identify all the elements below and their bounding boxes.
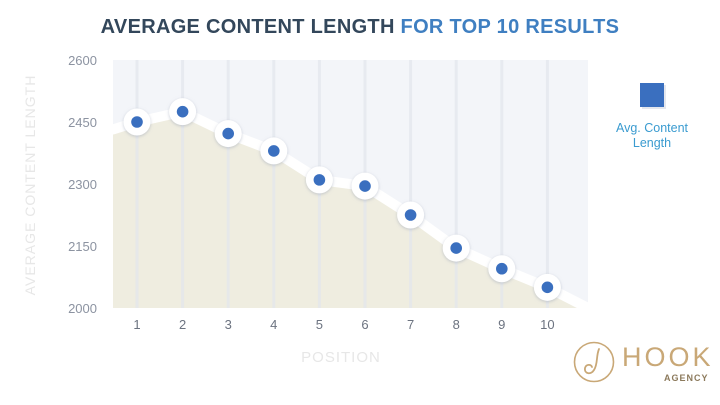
legend-swatch (640, 83, 664, 107)
data-point-7 (397, 201, 425, 229)
y-tick-label-2450: 2450 (68, 115, 97, 130)
data-point-5 (305, 166, 333, 194)
y-axis-title: AVERAGE CONTENT LENGTH (22, 75, 38, 296)
data-point-marker (541, 281, 554, 294)
legend-label-line1: Avg. Content (615, 121, 689, 135)
x-tick-label-3: 3 (225, 317, 232, 332)
x-tick-label-5: 5 (316, 317, 323, 332)
gridline-x-10 (545, 60, 549, 308)
data-point-marker (496, 262, 508, 275)
y-tick-label-2000: 2000 (68, 301, 97, 316)
gridline-x-1 (135, 60, 139, 308)
brand-subtitle: AGENCY (664, 373, 709, 383)
hook-logo-icon (573, 341, 615, 383)
data-point-3 (214, 120, 242, 148)
data-point-8 (442, 234, 470, 262)
gridline-x-9 (500, 60, 504, 308)
chart-title: AVERAGE CONTENT LENGTH FOR TOP 10 RESULT… (0, 16, 720, 39)
data-point-marker (313, 174, 326, 186)
gridline-x-7 (409, 60, 413, 308)
brand-name: HOOK (622, 342, 714, 372)
legend-label-line2: Length (632, 136, 672, 150)
data-point-marker (222, 127, 234, 140)
y-tick-label-2600: 2600 (68, 53, 97, 68)
x-tick-label-2: 2 (179, 317, 186, 332)
data-point-10 (533, 273, 561, 301)
x-tick-label-6: 6 (361, 317, 368, 332)
data-point-2 (169, 98, 197, 126)
gridline-x-3 (226, 60, 230, 308)
x-tick-label-10: 10 (540, 317, 554, 332)
x-axis-title: POSITION (301, 349, 381, 366)
y-tick-label-2150: 2150 (68, 239, 97, 254)
data-point-marker (176, 105, 189, 118)
chart-title-main: AVERAGE CONTENT LENGTH (100, 16, 395, 38)
data-point-marker (131, 116, 143, 128)
x-tick-label-1: 1 (133, 317, 140, 332)
x-tick-label-4: 4 (270, 317, 277, 332)
legend: Avg. Content Length (600, 80, 704, 151)
data-point-marker (268, 145, 280, 157)
data-point-4 (260, 137, 288, 165)
data-point-6 (351, 172, 379, 200)
data-point-marker (359, 180, 371, 192)
y-tick-label-2300: 2300 (68, 177, 97, 192)
x-tick-label-9: 9 (498, 317, 505, 332)
gridline-x-8 (454, 60, 458, 308)
data-point-1 (123, 108, 151, 136)
data-point-9 (488, 255, 516, 283)
data-point-marker (404, 209, 417, 221)
gridline-x-2 (181, 60, 185, 308)
hook-agency-logo: HOOK AGENCY (572, 340, 712, 386)
data-point-marker (450, 242, 463, 254)
gridline-x-4 (272, 60, 276, 308)
x-tick-label-8: 8 (453, 317, 460, 332)
x-tick-label-7: 7 (407, 317, 414, 332)
chart-title-accent: FOR TOP 10 RESULTS (400, 16, 620, 38)
